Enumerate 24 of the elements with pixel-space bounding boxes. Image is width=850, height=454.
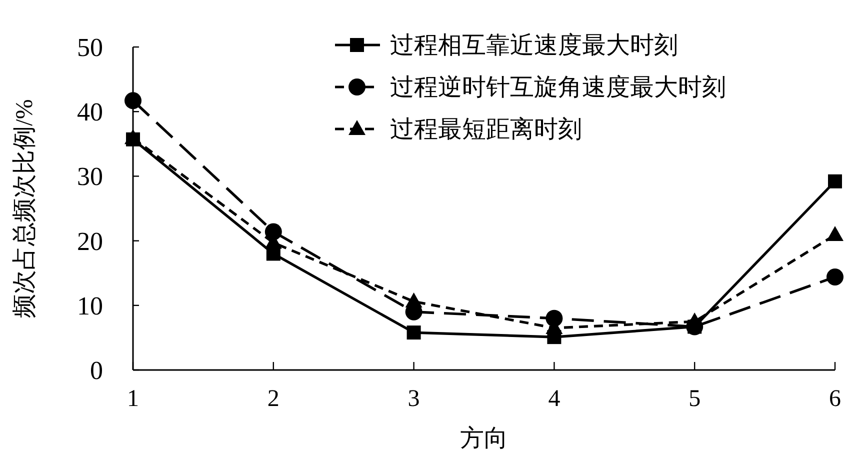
legend-label: 过程相互靠近速度最大时刻: [390, 32, 678, 59]
point: [124, 129, 142, 144]
y-tick-label: 40: [77, 98, 103, 127]
y-tick-label: 10: [77, 291, 103, 320]
y-tick-label: 0: [90, 356, 103, 385]
legend-label: 过程最短距离时刻: [390, 116, 582, 143]
x-tick-label: 6: [829, 386, 841, 412]
x-axis-title: 方向: [460, 425, 508, 452]
x-tick-label: 5: [688, 386, 701, 412]
point: [826, 226, 844, 241]
legend-label: 过程逆时针互旋角速度最大时刻: [390, 74, 726, 101]
y-axis-title: 频次占总频次比例/%: [12, 99, 38, 318]
y-tick-label: 30: [77, 162, 103, 192]
point: [124, 92, 142, 110]
point: [405, 292, 422, 308]
x-tick-label: 4: [548, 386, 560, 412]
point: [828, 174, 842, 188]
x-tick-label: 1: [127, 386, 139, 412]
x-tick-label: 3: [408, 386, 420, 412]
point: [406, 326, 421, 340]
x-tick-label: 2: [267, 386, 280, 412]
point: [826, 268, 844, 286]
y-tick-label: 20: [77, 226, 103, 256]
y-tick-label: 50: [77, 33, 103, 62]
